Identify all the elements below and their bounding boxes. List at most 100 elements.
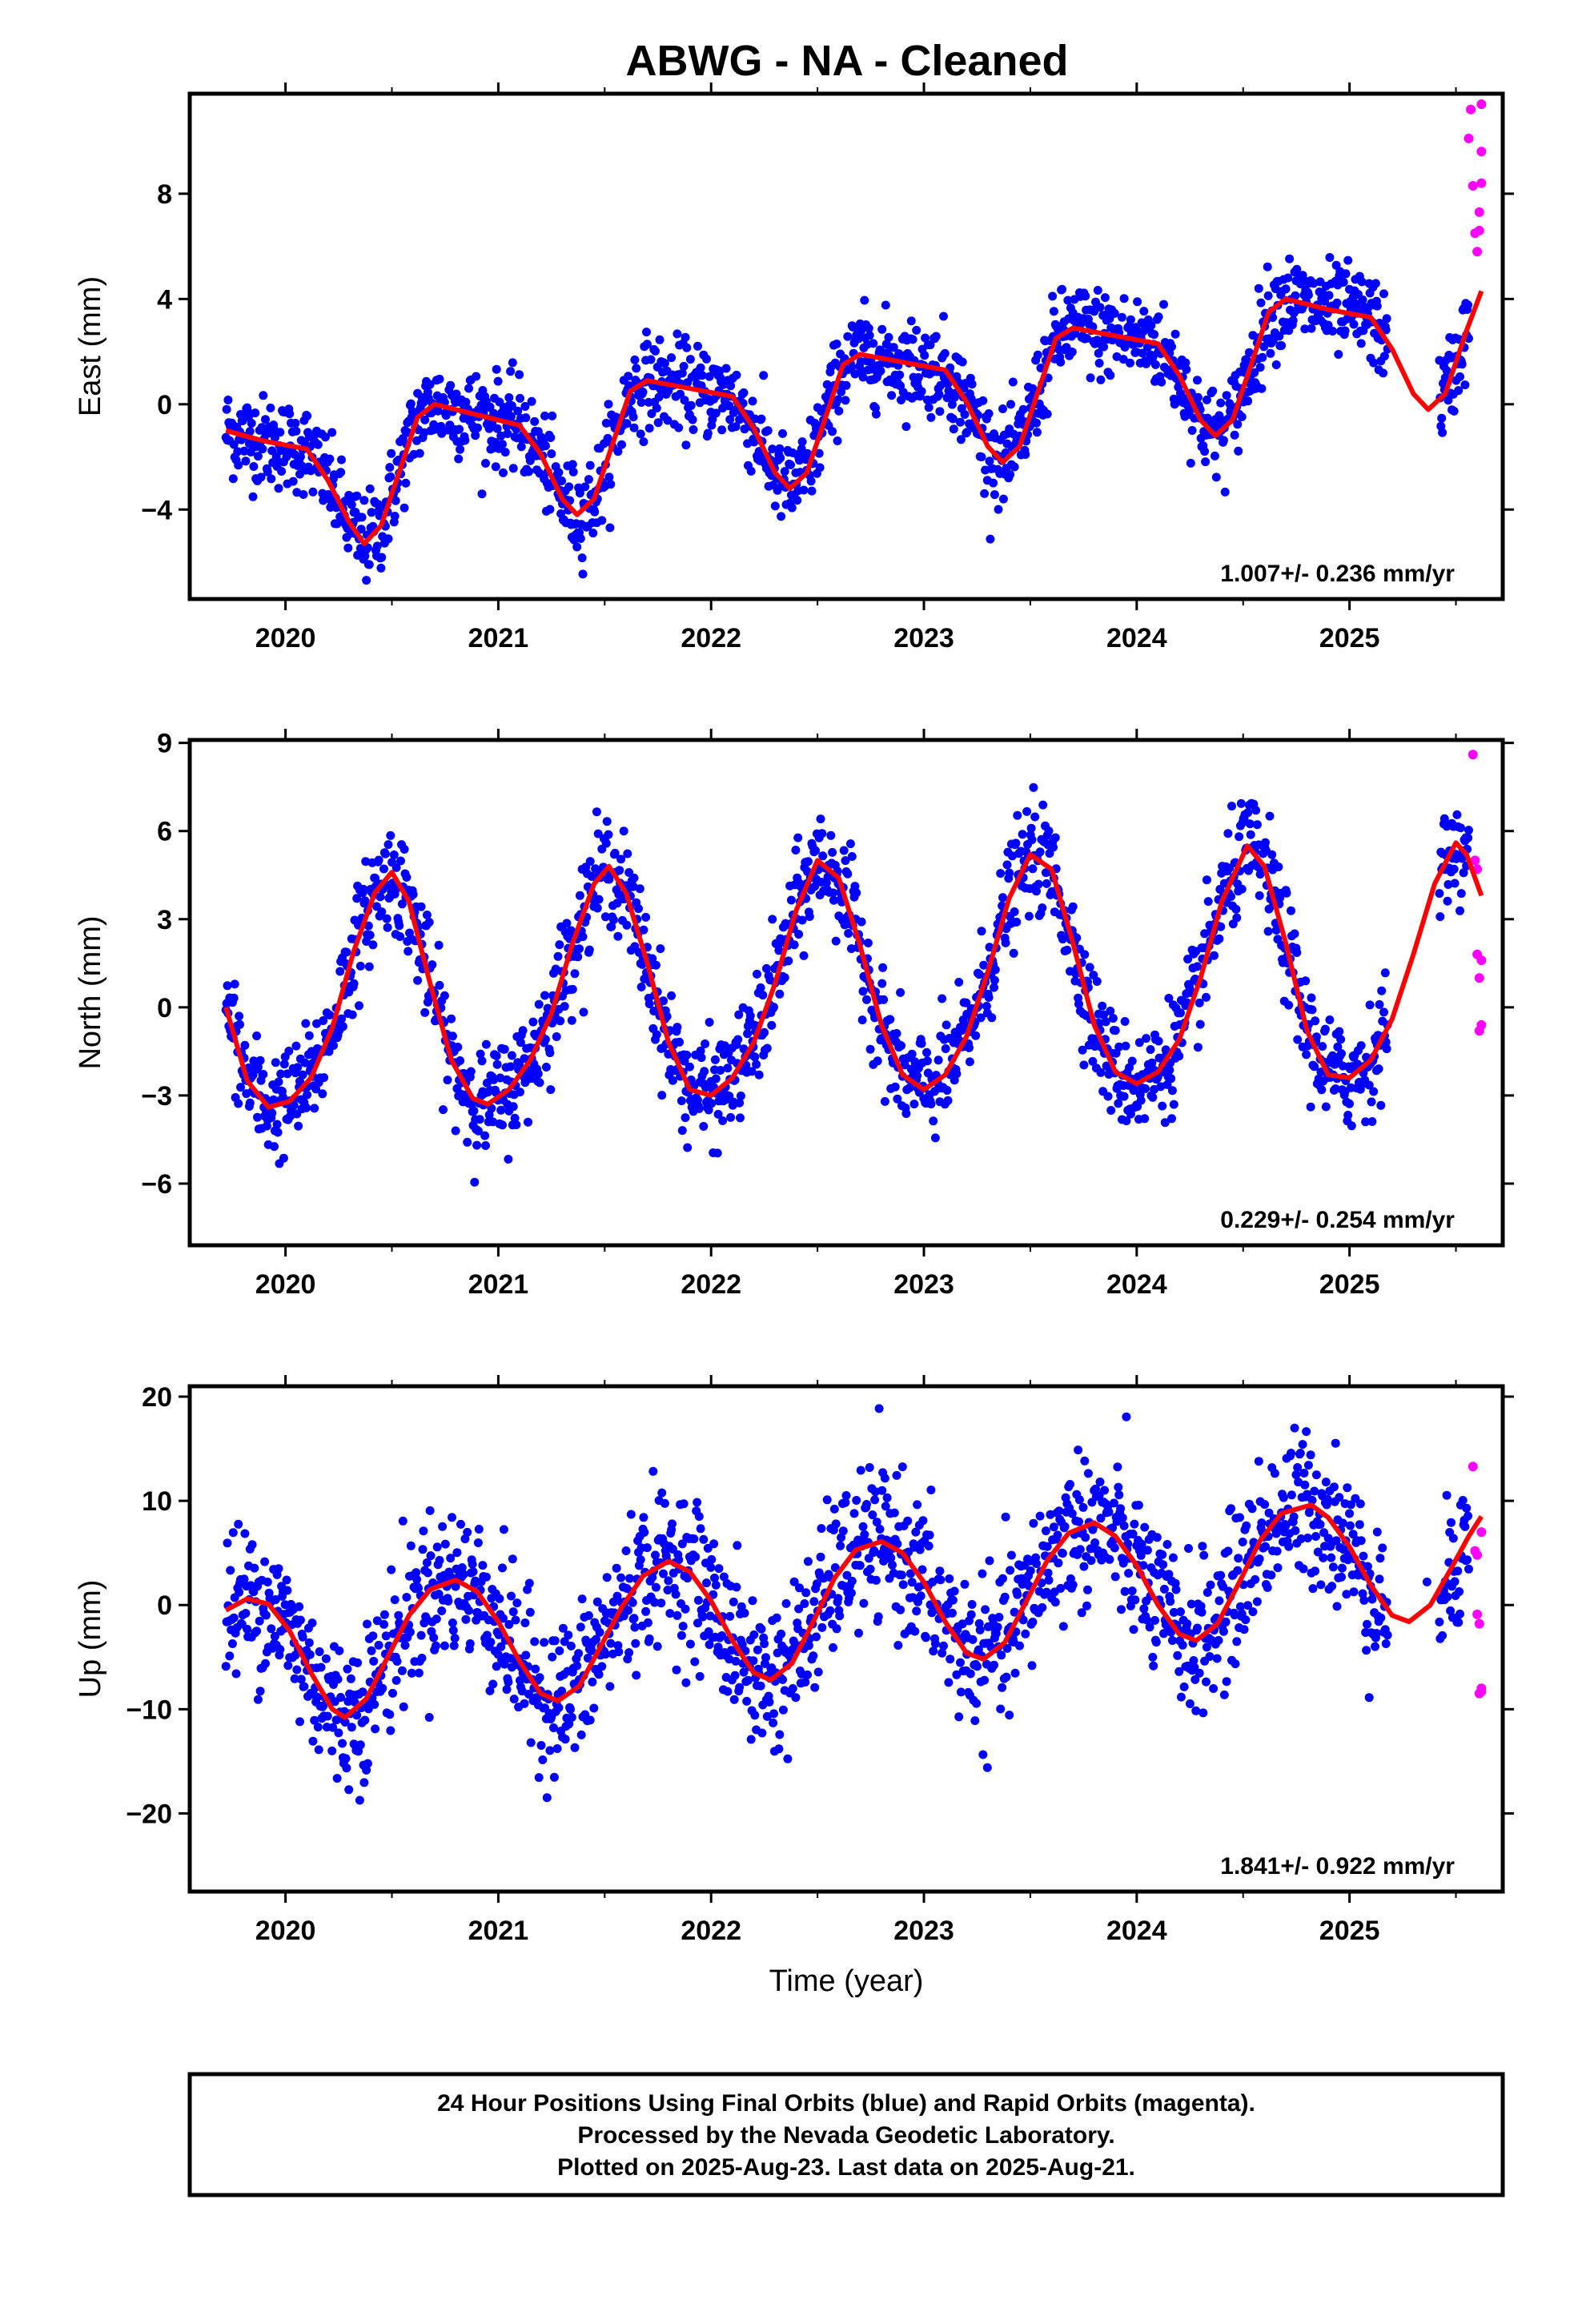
final-point	[336, 1693, 346, 1702]
final-point	[1133, 297, 1142, 307]
final-point	[319, 1701, 328, 1711]
final-point	[1006, 400, 1015, 409]
final-point	[922, 1047, 931, 1057]
final-point	[395, 921, 404, 931]
final-point	[897, 1570, 906, 1580]
final-point	[896, 1605, 905, 1614]
final-point	[1018, 404, 1028, 414]
final-point	[791, 846, 801, 854]
final-point	[495, 1594, 504, 1603]
model-fit-line	[223, 840, 1484, 1110]
x-tick-label: 2022	[681, 623, 741, 653]
final-point	[871, 1487, 880, 1497]
final-point	[320, 432, 330, 442]
chart-title: ABWG - NA - Cleaned	[626, 37, 1069, 85]
final-point	[717, 1631, 727, 1640]
final-point	[554, 1703, 564, 1712]
final-point	[552, 1744, 562, 1753]
final-point	[557, 1687, 567, 1696]
final-point	[1203, 1588, 1212, 1597]
final-point	[298, 1070, 307, 1080]
final-point	[1018, 830, 1027, 839]
final-point	[552, 1032, 561, 1041]
final-point	[542, 1793, 552, 1803]
final-point	[998, 1683, 1007, 1692]
final-point	[402, 1593, 412, 1602]
final-point	[267, 1624, 276, 1634]
final-point	[566, 1705, 575, 1714]
final-point	[1148, 1652, 1158, 1662]
final-point	[1164, 1570, 1174, 1579]
final-point	[868, 1510, 877, 1520]
final-point	[414, 1583, 423, 1593]
final-point	[1191, 1675, 1200, 1684]
final-point	[422, 911, 432, 919]
final-point	[1006, 470, 1015, 480]
final-point	[636, 1555, 645, 1565]
final-point	[440, 991, 449, 1000]
final-point	[697, 371, 707, 380]
final-point	[1098, 1001, 1107, 1011]
final-point	[583, 1654, 592, 1663]
final-point	[1271, 926, 1281, 935]
final-point	[554, 468, 564, 477]
final-point	[1159, 1584, 1169, 1594]
final-point	[1293, 1035, 1303, 1044]
final-point	[672, 1665, 681, 1675]
final-point	[604, 400, 613, 409]
final-point	[507, 1591, 516, 1601]
final-point	[816, 1552, 825, 1562]
final-point	[356, 525, 366, 534]
final-point	[857, 917, 866, 927]
final-point	[871, 1575, 881, 1585]
final-point	[253, 1063, 263, 1072]
final-point	[836, 1541, 845, 1550]
final-point	[1142, 1546, 1152, 1555]
final-point	[878, 963, 888, 972]
final-point	[398, 1516, 408, 1526]
final-point	[461, 397, 471, 407]
final-point	[1126, 358, 1134, 368]
final-point	[508, 358, 517, 368]
final-point	[972, 1699, 982, 1708]
final-point	[971, 1031, 981, 1040]
final-point	[1193, 962, 1202, 971]
final-point	[511, 1615, 520, 1625]
final-point	[273, 1128, 283, 1137]
final-point	[1243, 396, 1253, 406]
final-point	[1363, 1619, 1371, 1629]
final-point	[447, 1014, 456, 1023]
final-point	[1448, 1534, 1458, 1543]
final-point	[1106, 371, 1115, 380]
final-point	[1114, 1099, 1123, 1108]
final-point	[385, 463, 395, 472]
final-point	[301, 1019, 311, 1028]
final-point	[630, 355, 640, 364]
final-point	[508, 1554, 517, 1564]
final-point	[889, 343, 898, 352]
final-point	[847, 1576, 857, 1586]
final-point	[705, 1018, 714, 1027]
final-point	[1223, 829, 1233, 838]
final-point	[383, 534, 393, 544]
final-point	[1308, 1584, 1318, 1594]
final-point	[485, 1686, 495, 1695]
final-point	[1154, 1036, 1163, 1046]
final-point	[705, 1640, 714, 1650]
final-point	[481, 1141, 490, 1150]
final-point	[304, 1638, 314, 1647]
final-point	[321, 1654, 331, 1663]
final-point	[364, 560, 374, 569]
final-point	[1237, 884, 1247, 894]
final-point	[909, 1100, 919, 1109]
final-point	[271, 1595, 280, 1604]
final-point	[492, 1051, 501, 1060]
final-point	[1281, 284, 1291, 294]
final-point	[530, 416, 540, 426]
final-point	[732, 1582, 741, 1592]
final-point	[387, 448, 396, 458]
final-point	[1254, 1457, 1263, 1466]
final-point	[386, 472, 396, 481]
final-point	[756, 983, 765, 992]
final-point	[944, 1678, 954, 1687]
